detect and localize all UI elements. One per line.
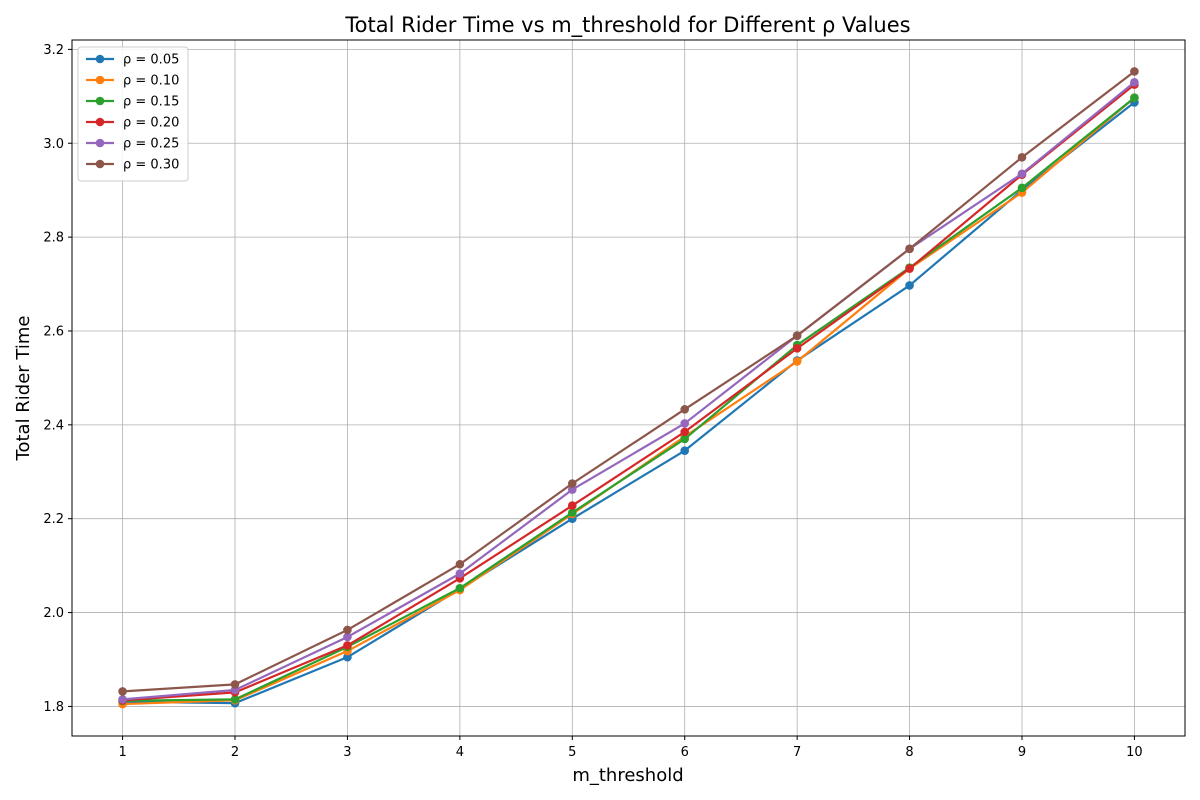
data-point (680, 419, 690, 428)
y-axis-title: Total Rider Time (13, 316, 34, 462)
data-point (905, 264, 914, 273)
legend-item: ρ = 0.10 (86, 74, 179, 89)
y-tick-label: 2.2 (43, 512, 64, 527)
data-point (792, 331, 802, 340)
y-tick-label: 2.4 (43, 418, 64, 433)
data-point (792, 357, 802, 366)
grid (72, 40, 1185, 736)
data-point (567, 479, 577, 488)
y-tick-label: 2.0 (43, 606, 64, 621)
x-tick-label: 8 (905, 745, 913, 760)
data-point (567, 508, 577, 517)
x-tick-label: 3 (343, 745, 351, 760)
data-point (343, 652, 352, 662)
x-tick-label: 10 (1126, 745, 1143, 760)
data-point (792, 344, 802, 353)
legend-label: ρ = 0.30 (123, 158, 179, 173)
legend: ρ = 0.05 ρ = 0.10 ρ = 0.15 ρ = 0.20 ρ = 0.25… (77, 46, 189, 182)
data-point (1130, 93, 1139, 103)
legend-label: ρ = 0.15 (123, 95, 179, 110)
legend-item: ρ = 0.05 (86, 53, 179, 68)
x-tick-label: 5 (568, 745, 576, 760)
data-point (230, 680, 240, 689)
series-1 (118, 98, 1139, 708)
data-point (680, 405, 690, 414)
x-tick-label: 2 (231, 745, 239, 760)
series-line (122, 70, 1136, 693)
plot-frame (71, 39, 1186, 737)
legend-marker-swatch (95, 138, 105, 148)
data-point (680, 427, 690, 437)
legend-label: ρ = 0.05 (123, 53, 179, 68)
data-point (455, 559, 465, 569)
data-point (567, 485, 577, 494)
series-5 (118, 77, 1139, 704)
series-group (118, 67, 1139, 709)
series-line (122, 81, 1136, 701)
legend-marker-swatch (95, 75, 105, 85)
legend-item: ρ = 0.25 (86, 137, 179, 152)
data-point (567, 501, 577, 510)
y-tick-label: 3.2 (43, 43, 64, 58)
legend-marker-swatch (95, 159, 105, 169)
series-line (122, 83, 1136, 702)
series-line (122, 101, 1136, 705)
legend-label: ρ = 0.25 (123, 137, 179, 152)
legend-marker-swatch (95, 117, 105, 127)
data-point (680, 446, 690, 455)
data-point (680, 434, 690, 444)
legend-item: ρ = 0.20 (86, 116, 179, 131)
series-4 (118, 80, 1139, 705)
series-3 (118, 93, 1139, 706)
x-tick-label: 6 (681, 745, 689, 760)
legend-marker-swatch (95, 54, 105, 64)
data-point (343, 625, 352, 635)
data-point (905, 281, 914, 290)
x-tick-label: 9 (1018, 745, 1026, 760)
data-point (1017, 153, 1027, 162)
data-point (1017, 169, 1027, 179)
series-6 (118, 67, 1139, 696)
data-point (455, 569, 465, 578)
legend-marker-swatch (95, 96, 105, 106)
data-point (118, 687, 127, 696)
data-point (1130, 77, 1139, 87)
x-tick-label: 7 (793, 745, 801, 760)
legend-label: ρ = 0.10 (123, 74, 179, 89)
data-point (455, 583, 465, 593)
x-tick-label: 4 (456, 745, 464, 760)
chart-title: Total Rider Time vs m_threshold for Diff… (344, 13, 910, 38)
legend-item: ρ = 0.30 (86, 158, 179, 173)
data-point (230, 695, 240, 704)
axes: 1 2 3 4 5 6 7 8 9 10 1.8 2.0 2.2 2.4 2.6 2.8 3.0 3.2 (43, 39, 1186, 760)
data-point (1017, 183, 1027, 193)
x-axis-title: m_threshold (572, 765, 683, 786)
legend-label: ρ = 0.20 (123, 116, 179, 131)
data-point (905, 244, 914, 254)
data-point (118, 695, 127, 704)
y-tick-label: 1.8 (43, 700, 64, 715)
y-tick-label: 2.6 (43, 324, 64, 339)
series-line (122, 96, 1136, 702)
data-point (343, 641, 352, 650)
y-tick-label: 3.0 (43, 137, 64, 152)
x-tick-label: 1 (118, 745, 126, 760)
data-point (1130, 67, 1139, 76)
legend-item: ρ = 0.15 (86, 95, 179, 110)
data-point (343, 632, 352, 642)
y-tick-label: 2.8 (43, 231, 64, 246)
